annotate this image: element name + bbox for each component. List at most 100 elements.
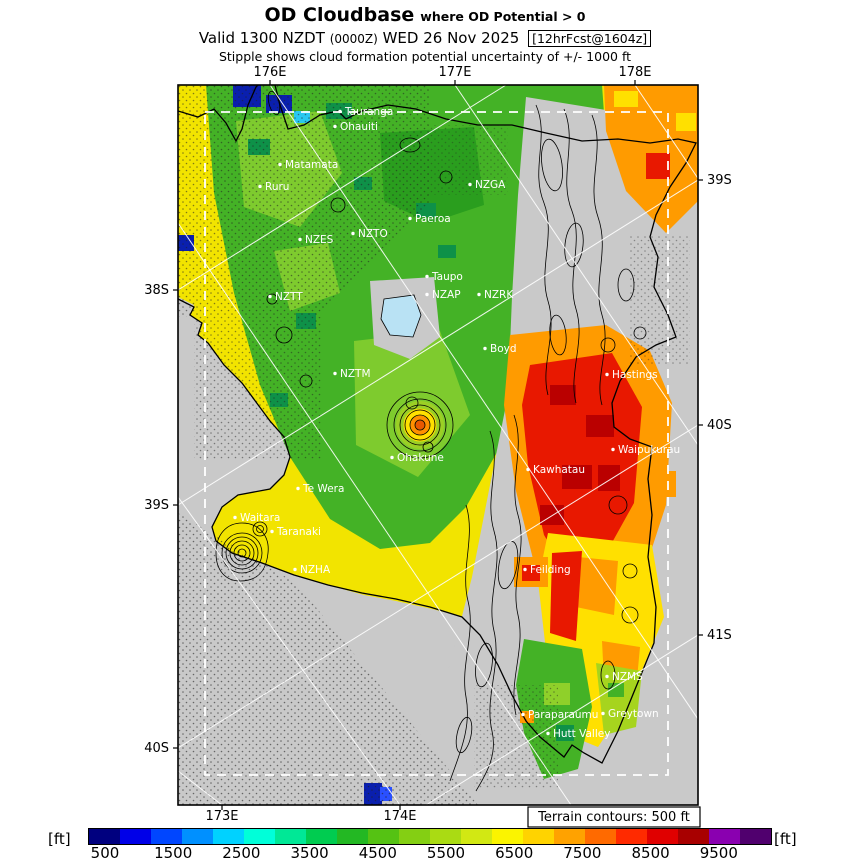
field-cell-red-ec (646, 153, 670, 179)
colorbar-segment (647, 829, 678, 844)
stipple-note: Stipple shows cloud formation potential … (218, 48, 632, 64)
station-dot (521, 712, 525, 717)
colorbar-tick: 500 (90, 844, 120, 862)
field-cell-darkgreen-wgtn (556, 725, 574, 741)
station-labels: Tauranga Ohauiti Matamata Ruru NZGA Paeroa NZT… (233, 106, 680, 740)
station-dot (296, 486, 300, 491)
station-label: Kawhatau (533, 464, 585, 476)
station-label: Ohakune (397, 452, 444, 464)
station-dot (477, 292, 481, 297)
valid-prefix: Valid 1300 NZDT (198, 28, 325, 47)
weather-map: 176E 177E 178E 173E 174E 38S 39S 40S 39S 40S 41S T… (144, 65, 732, 828)
station-dot (611, 447, 615, 452)
valid-line: Valid 1300 NZDT (0000Z) WED 26 Nov 2025 … (0, 29, 850, 48)
terrain-note-text: Terrain contours: 500 ft (537, 810, 690, 825)
graticule (178, 85, 698, 805)
latitude-label: 40S (144, 741, 169, 756)
station-dot (605, 674, 609, 679)
station-dot (338, 109, 342, 114)
station-label: NZTM (340, 368, 371, 380)
colorbar-segment (213, 829, 244, 844)
lake-taupo (380, 294, 422, 338)
colorbar-segment (306, 829, 337, 844)
latitude-label: 39S (707, 173, 732, 188)
station-dot (523, 567, 527, 572)
colorbar-segment (678, 829, 709, 844)
colorbar-segment (616, 829, 647, 844)
chart-title-qualifier: where OD Potential > 0 (420, 9, 586, 24)
axis-labels: 176E 177E 178E 173E 174E 38S 39S 40S 39S 40S 41S (144, 65, 732, 824)
valid-zulu: (0000Z) (329, 31, 378, 46)
station-label: NZRK (484, 289, 514, 301)
station-dot (546, 731, 550, 736)
station-dot (333, 124, 337, 129)
station-label: Taupo (431, 271, 463, 283)
longitude-label: 173E (205, 809, 238, 824)
station-dot (258, 184, 262, 189)
colorbar-segment (430, 829, 461, 844)
longitude-label: 178E (618, 65, 651, 80)
station-label: Greytown (608, 708, 659, 720)
coastline (178, 85, 697, 764)
colorbar-segment (275, 829, 306, 844)
colorbar-ticks: 500 1500 2500 3500 4500 5500 6500 7500 8500 9500 (88, 844, 770, 862)
longitude-label: 174E (383, 809, 416, 824)
latitude-label: 41S (707, 628, 732, 643)
longitude-label: 177E (438, 65, 471, 80)
colorbar-tick: 7500 (563, 844, 602, 862)
station-label: Feilding (530, 564, 571, 576)
station-label: Hastings (612, 369, 658, 381)
colorbar-segment (89, 829, 120, 844)
colorbar-unit-left: [ft] (48, 830, 71, 848)
axis-ticks (173, 80, 703, 810)
station-label: Taranaki (276, 526, 321, 538)
colorbar-segment (492, 829, 523, 844)
domain-boundary (204, 111, 669, 776)
colorbar-tick: 5500 (426, 844, 466, 862)
field-cell-yellow-ec2 (676, 113, 696, 131)
station-label: Hutt Valley (553, 728, 610, 740)
station-dot (278, 162, 282, 167)
station-label: Matamata (285, 159, 338, 171)
longitude-label: 176E (253, 65, 286, 80)
station-label: Ohauiti (340, 121, 378, 133)
colorbar-tick: 4500 (358, 844, 397, 862)
colorbar-segment (337, 829, 368, 844)
station-dot (425, 292, 429, 297)
colorbar-segment (368, 829, 399, 844)
map-frame (177, 84, 699, 806)
field-red-strip-south (550, 551, 582, 641)
station-dot (298, 237, 302, 242)
field-cells-darkred (540, 385, 620, 525)
colorbar-segment (740, 829, 771, 844)
station-label: NZHA (300, 564, 331, 576)
station-dot (333, 371, 337, 376)
station-label: NZAP (432, 289, 461, 301)
field-greytown-patch (596, 663, 642, 735)
station-label: NZES (305, 234, 334, 246)
field-cell-yellow-ec1 (614, 91, 638, 107)
station-dot (601, 711, 605, 716)
colorbar-segment (151, 829, 182, 844)
valid-date: WED 26 Nov 2025 (382, 28, 520, 47)
colorbar-tick: 1500 (154, 844, 193, 862)
station-label: Boyd (490, 343, 517, 355)
field-cell-orange-coast2 (654, 471, 676, 497)
station-dot (233, 515, 237, 520)
station-label: NZTO (358, 228, 388, 240)
station-label: Waipukurau (618, 444, 680, 456)
station-dot (268, 294, 272, 299)
colorbar-tick: 9500 (699, 844, 738, 862)
station-label: Tauranga (344, 106, 393, 118)
colorbar-segment (244, 829, 275, 844)
station-dot (351, 231, 355, 236)
colorbar-tick: 8500 (631, 844, 670, 862)
station-label: Paeroa (415, 213, 451, 225)
forecast-tag: [12hrFcst@1604z] (528, 29, 652, 47)
colorbar-segment (709, 829, 740, 844)
colorbar-segment (554, 829, 585, 844)
latitude-label: 38S (144, 283, 169, 298)
latitude-label: 40S (707, 418, 732, 433)
station-label: Paraparaumu (528, 709, 598, 721)
terrain-contours (215, 90, 647, 792)
